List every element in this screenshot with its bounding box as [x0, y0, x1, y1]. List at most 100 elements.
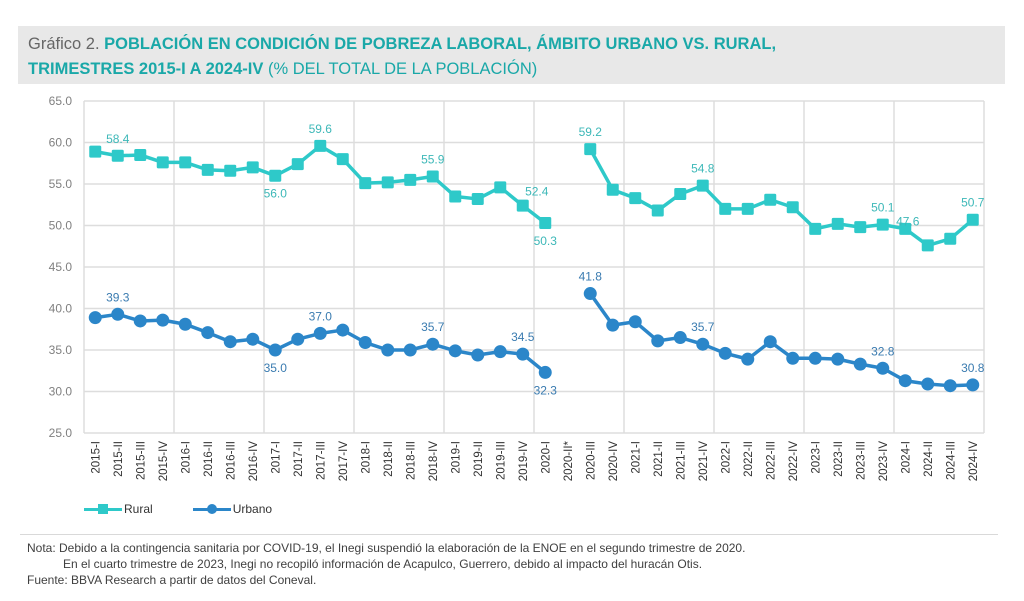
data-label-rural: 56.0: [264, 187, 288, 201]
data-label-rural: 58.4: [106, 132, 130, 146]
data-point-urbano: [156, 313, 170, 327]
data-point-urbano: [246, 332, 260, 346]
x-tick-label: 2017-IV: [338, 441, 350, 482]
x-tick-label: 2017-I: [270, 441, 282, 474]
x-tick-label: 2020-III: [585, 441, 597, 480]
x-tick-label: 2024-IV: [968, 441, 980, 482]
data-point-rural: [336, 153, 349, 166]
data-point-urbano: [291, 332, 305, 346]
data-point-urbano: [718, 346, 732, 360]
data-point-urbano: [493, 345, 507, 359]
data-point-urbano: [111, 307, 125, 321]
legend-label-rural: Rural: [124, 502, 153, 516]
x-tick-label: 2021-III: [675, 441, 687, 480]
x-tick-label: 2017-II: [293, 441, 305, 477]
data-point-rural: [696, 179, 709, 192]
data-point-urbano: [403, 343, 417, 357]
x-tick-label: 2015-III: [135, 441, 147, 480]
data-point-urbano: [426, 337, 440, 351]
data-point-urbano: [831, 352, 845, 366]
x-tick-label: 2022-II: [743, 441, 755, 477]
y-tick-label: 65.0: [49, 94, 73, 108]
data-point-rural: [404, 173, 417, 186]
x-tick-label: 2018-II: [383, 441, 395, 477]
data-label-urbano: 39.3: [106, 290, 130, 304]
data-point-urbano: [313, 326, 327, 340]
data-point-urbano: [673, 331, 687, 345]
data-label-rural: 50.3: [534, 234, 558, 248]
data-point-urbano: [516, 347, 530, 361]
data-label-rural: 52.4: [525, 185, 549, 199]
x-tick-label: 2021-I: [630, 441, 642, 474]
data-point-urbano: [88, 311, 102, 325]
data-point-rural: [156, 156, 169, 169]
y-tick-label: 30.0: [49, 385, 73, 399]
data-point-urbano: [876, 361, 890, 375]
legend-item-urbano: Urbano: [192, 502, 273, 516]
data-point-urbano: [763, 335, 777, 349]
data-point-urbano: [268, 343, 282, 357]
x-tick-label: 2016-II: [203, 441, 215, 477]
data-point-urbano: [696, 337, 710, 351]
data-point-rural: [291, 158, 304, 171]
data-point-rural: [269, 169, 282, 182]
data-point-urbano: [853, 357, 867, 371]
chart-notes: Nota: Debido a la contingencia sanitaria…: [27, 540, 745, 588]
data-point-rural: [89, 145, 102, 158]
data-point-rural: [246, 161, 259, 174]
y-tick-label: 25.0: [49, 426, 73, 440]
data-point-urbano: [606, 318, 620, 332]
chart-title-bold-2: TRIMESTRES 2015-I A 2024-IV: [28, 60, 264, 78]
data-label-rural: 50.1: [871, 201, 895, 215]
data-label-rural: 54.8: [691, 162, 715, 176]
x-tick-label: 2015-IV: [158, 441, 170, 482]
data-point-urbano: [583, 287, 597, 301]
data-point-urbano: [448, 344, 462, 358]
x-tick-label: 2017-III: [315, 441, 327, 480]
data-point-rural: [854, 221, 867, 234]
data-label-urbano: 32.3: [534, 383, 558, 397]
data-label-rural: 55.9: [421, 153, 445, 167]
data-point-urbano: [471, 348, 485, 362]
data-point-urbano: [133, 314, 147, 328]
data-point-urbano: [966, 378, 980, 392]
data-point-rural: [494, 181, 507, 194]
x-tick-label: 2021-II: [653, 441, 665, 477]
x-tick-label: 2021-IV: [698, 441, 710, 482]
data-point-rural: [224, 164, 237, 177]
data-point-rural: [876, 218, 889, 231]
data-point-rural: [516, 199, 529, 212]
data-label-rural: 59.2: [579, 125, 603, 139]
data-point-rural: [831, 217, 844, 230]
data-label-urbano: 34.5: [511, 330, 535, 344]
x-tick-label: 2023-I: [810, 441, 822, 474]
x-tick-label: 2024-II: [923, 441, 935, 477]
notes-divider: [20, 534, 998, 535]
x-tick-label: 2019-III: [495, 441, 507, 480]
x-tick-label: 2020-II*: [563, 440, 575, 481]
x-tick-label: 2015-II: [113, 441, 125, 477]
chart-title-line-2: TRIMESTRES 2015-I A 2024-IV (% DEL TOTAL…: [28, 57, 1005, 82]
data-point-rural: [471, 192, 484, 205]
legend-swatch-urbano: [192, 504, 231, 514]
x-tick-label: 2024-I: [900, 441, 912, 474]
legend-label-urbano: Urbano: [232, 502, 273, 516]
y-tick-label: 40.0: [49, 302, 73, 316]
x-tick-label: 2019-II: [473, 441, 485, 477]
data-point-rural: [314, 139, 327, 152]
data-point-urbano: [336, 323, 350, 337]
data-point-rural: [449, 190, 462, 203]
data-point-urbano: [921, 377, 935, 391]
data-point-rural: [426, 170, 439, 183]
data-point-urbano: [651, 334, 665, 348]
x-tick-label: 2018-IV: [428, 441, 440, 482]
x-tick-label: 2018-I: [360, 441, 372, 474]
note-line-1: Nota: Debido a la contingencia sanitaria…: [27, 541, 746, 555]
data-point-urbano: [538, 365, 552, 379]
data-label-urbano: 41.8: [579, 270, 603, 284]
data-point-rural: [381, 176, 394, 189]
data-point-rural: [764, 193, 777, 206]
note-line-2: En el cuarto trimestre de 2023, Inegi no…: [63, 557, 703, 571]
data-point-urbano: [223, 335, 237, 349]
chart-number: Gráfico 2.: [28, 35, 100, 53]
